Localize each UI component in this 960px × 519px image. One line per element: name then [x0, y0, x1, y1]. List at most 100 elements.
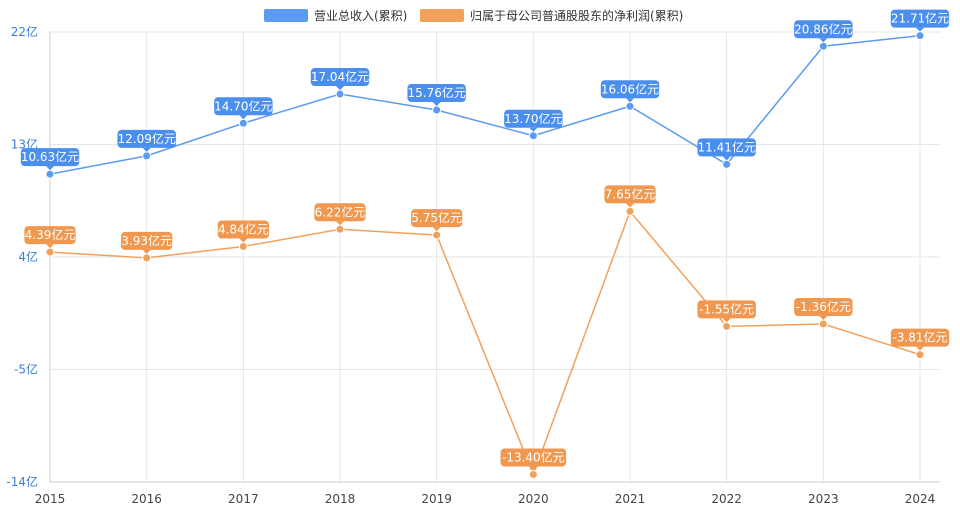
data-label-pointer	[46, 166, 54, 171]
data-label-text: -3.81亿元	[892, 330, 947, 345]
data-label-box	[890, 328, 950, 347]
data-label: -13.40亿元	[500, 448, 567, 471]
data-label-pointer	[819, 38, 828, 43]
data-label-box	[500, 448, 567, 467]
data-label-text: 7.65亿元	[605, 186, 656, 201]
x-tick-label: 2015	[35, 492, 66, 506]
data-label-box	[411, 209, 463, 228]
y-tick-label: -14亿	[6, 474, 38, 489]
data-labels: 10.63亿元 12.09亿元 14.70亿元 17.04亿元 15.76亿元 13.70…	[20, 9, 950, 471]
data-label-pointer	[626, 203, 634, 208]
data-point	[818, 319, 828, 329]
data-label-text: -1.36亿元	[796, 299, 851, 314]
data-point	[528, 131, 538, 141]
data-label-pointer	[529, 466, 538, 471]
y-tick-label: 4亿	[18, 249, 38, 264]
data-label-text: 16.06亿元	[601, 81, 659, 96]
y-tick-label: 13亿	[11, 137, 38, 152]
data-label-text: 13.70亿元	[504, 111, 562, 126]
data-label-text: 17.04亿元	[311, 69, 369, 84]
data-point	[45, 247, 55, 257]
data-label: 16.06亿元	[600, 80, 660, 103]
data-label-text: 20.86亿元	[794, 21, 852, 36]
legend-label: 归属于母公司普通股股东的净利润(累积)	[470, 8, 683, 23]
x-tick-label: 2021	[615, 492, 646, 506]
data-label-pointer	[916, 27, 924, 32]
x-tick-label: 2016	[131, 492, 162, 506]
data-label-text: 14.70亿元	[214, 98, 272, 113]
data-label-text: 21.71亿元	[891, 11, 949, 26]
data-label-box	[217, 220, 269, 239]
data-label-box	[504, 109, 563, 128]
data-label-pointer	[529, 127, 538, 132]
data-label-box	[214, 97, 273, 116]
legend-swatch	[264, 9, 308, 22]
data-point	[625, 101, 635, 111]
data-point	[915, 31, 925, 41]
data-label-box	[20, 148, 80, 167]
data-label-box	[24, 226, 76, 245]
data-label-box	[794, 298, 853, 316]
data-label: 4.84亿元	[217, 220, 269, 243]
data-label: 21.71亿元	[890, 9, 950, 32]
data-label-pointer	[336, 86, 344, 90]
data-label-pointer	[722, 156, 731, 161]
data-point	[915, 350, 925, 360]
data-label-text: 5.75亿元	[411, 210, 462, 225]
data-label: 14.70亿元	[214, 97, 273, 120]
data-label-box	[697, 300, 756, 319]
data-point	[722, 159, 732, 169]
y-tick-label: 22亿	[11, 24, 38, 39]
data-label-text: 6.22亿元	[315, 204, 366, 219]
legend-swatch	[420, 9, 464, 22]
data-label: 20.86亿元	[794, 20, 853, 43]
data-label-text: -13.40亿元	[502, 450, 565, 465]
data-label-box	[604, 185, 656, 204]
data-point	[432, 230, 442, 240]
data-label: 7.65亿元	[604, 185, 656, 208]
series-line-1	[49, 34, 921, 175]
data-label-box	[697, 138, 756, 157]
data-label: -1.36亿元	[794, 298, 853, 320]
data-point	[818, 41, 828, 51]
data-point	[335, 224, 345, 234]
axes: 22亿 13亿 4亿 -5亿 -14亿 2015 2016 2017 2018 2019 2020 2…	[6, 24, 940, 506]
data-point	[45, 169, 55, 179]
data-label: -3.81亿元	[890, 328, 950, 351]
data-label-box	[890, 9, 950, 28]
data-label-pointer	[432, 102, 441, 106]
data-label-box	[314, 203, 366, 222]
legend-item-2: 归属于母公司普通股股东的净利润(累积)	[420, 8, 683, 23]
y-tick-label: -5亿	[14, 362, 38, 377]
grid-lines	[49, 31, 940, 483]
data-label: 10.63亿元	[20, 148, 80, 171]
data-label-pointer	[46, 244, 54, 249]
data-label: 12.09亿元	[117, 129, 176, 152]
data-label: 5.75亿元	[411, 209, 463, 232]
data-label-pointer	[239, 238, 248, 243]
data-label-text: 15.76亿元	[407, 85, 465, 100]
data-label-text: 4.84亿元	[218, 222, 269, 237]
data-label-pointer	[142, 147, 151, 152]
legend-item-1: 营业总收入(累积)	[264, 9, 407, 23]
data-label-pointer	[239, 115, 248, 120]
data-label-box	[121, 231, 173, 250]
data-label: 3.93亿元	[121, 231, 173, 254]
x-tick-label: 2020	[518, 492, 549, 506]
data-label: -1.55亿元	[697, 300, 756, 323]
data-label: 6.22亿元	[314, 203, 366, 226]
data-label-box	[310, 68, 370, 86]
data-point	[528, 470, 538, 479]
x-tick-label: 2017	[228, 492, 259, 506]
series-line-2	[49, 209, 921, 477]
data-label-text: 12.09亿元	[117, 131, 175, 146]
data-label: 13.70亿元	[504, 109, 563, 132]
data-point	[432, 105, 442, 115]
series-lines	[45, 31, 925, 479]
data-point	[625, 206, 635, 216]
legend-label: 营业总收入(累积)	[314, 9, 407, 23]
data-label-text: 4.39亿元	[25, 227, 76, 242]
data-label-box	[117, 129, 176, 148]
x-tick-label: 2023	[808, 492, 839, 506]
